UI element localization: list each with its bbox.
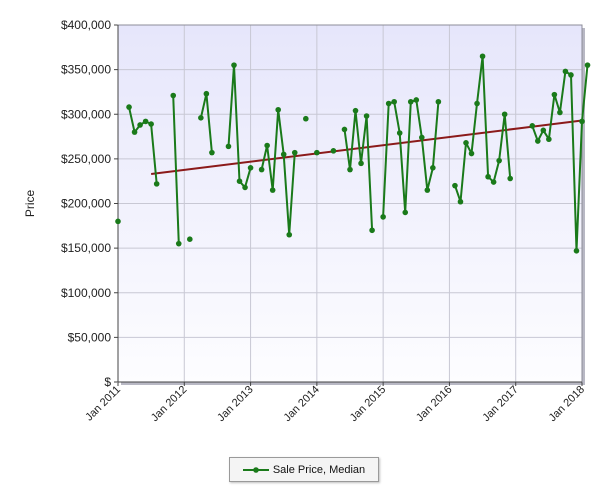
data-point — [463, 140, 469, 146]
data-point — [247, 165, 254, 171]
data-point — [557, 109, 563, 116]
data-point — [148, 121, 154, 127]
data-point — [209, 149, 215, 156]
data-point — [546, 136, 552, 143]
data-point — [187, 236, 193, 242]
y-tick-label: $150,000 — [61, 241, 111, 255]
data-point — [490, 179, 497, 185]
y-tick-label: $50,000 — [68, 330, 112, 344]
data-point — [402, 209, 409, 216]
data-point — [584, 62, 591, 68]
data-point — [485, 173, 491, 180]
data-point — [258, 166, 265, 173]
data-point — [347, 166, 353, 173]
data-point — [396, 130, 403, 136]
x-tick-label: Jan 2016 — [414, 384, 454, 424]
data-point — [385, 100, 392, 107]
data-point — [568, 72, 574, 78]
data-point — [468, 150, 475, 157]
data-point — [579, 118, 585, 125]
data-point — [131, 129, 138, 135]
data-point — [419, 134, 425, 141]
data-point — [286, 231, 293, 238]
y-tick-label: $400,000 — [61, 18, 111, 32]
data-point — [358, 160, 364, 167]
data-point — [507, 175, 513, 182]
data-point — [115, 218, 121, 225]
data-point — [153, 181, 160, 187]
data-point — [496, 157, 502, 164]
data-point — [452, 182, 458, 189]
data-point — [363, 113, 370, 119]
y-tick-label: $350,000 — [61, 63, 111, 77]
legend-swatch — [242, 466, 269, 473]
data-point — [231, 62, 237, 68]
data-point — [291, 149, 298, 156]
x-tick-label: Jan 2018 — [547, 384, 587, 424]
data-point — [457, 198, 464, 205]
data-point — [137, 122, 143, 128]
x-tick-label: Jan 2011 — [83, 384, 123, 424]
series-line — [343, 109, 374, 231]
data-point — [573, 248, 580, 254]
data-point — [280, 151, 287, 158]
data-point — [535, 138, 541, 144]
legend-label: Sale Price, Median — [272, 463, 366, 476]
data-point — [225, 143, 232, 150]
x-tick-label: Jan 2012 — [149, 384, 189, 424]
data-point — [314, 149, 320, 156]
x-tick-label: Jan 2017 — [480, 384, 520, 424]
y-tick-label: $300,000 — [61, 107, 111, 121]
data-point — [352, 107, 359, 114]
legend: Sale Price, Median — [229, 457, 379, 482]
data-point — [407, 98, 414, 105]
data-point — [303, 115, 309, 122]
data-point — [175, 240, 182, 247]
data-point — [562, 68, 569, 75]
data-point — [435, 98, 442, 105]
data-point — [341, 126, 348, 133]
data-point — [369, 227, 375, 234]
data-point — [479, 53, 486, 60]
data-point — [142, 118, 149, 125]
data-point — [236, 178, 243, 184]
trend-line — [151, 119, 583, 176]
data-point — [242, 184, 248, 191]
x-tick-label: Jan 2014 — [281, 384, 321, 424]
data-point — [269, 187, 276, 193]
y-tick-label: $200,000 — [61, 197, 111, 211]
series-line — [172, 95, 180, 244]
data-point — [391, 98, 397, 105]
data-point — [170, 92, 177, 99]
data-point — [430, 165, 436, 171]
data-point — [330, 148, 337, 154]
data-point — [126, 104, 132, 110]
data-point — [198, 115, 204, 121]
data-point — [275, 106, 281, 113]
data-point — [540, 127, 547, 134]
data-point — [529, 123, 536, 129]
data-point — [501, 111, 508, 118]
data-point — [551, 91, 558, 98]
x-tick-label: Jan 2015 — [348, 384, 388, 424]
y-axis-label: Price — [23, 190, 37, 218]
y-tick-label: $250,000 — [61, 152, 111, 166]
data-point — [413, 97, 420, 103]
x-tick-label: Jan 2013 — [215, 384, 255, 424]
data-point — [474, 100, 480, 107]
data-point — [203, 90, 210, 97]
series-line — [128, 106, 158, 184]
y-tick-label: $ — [104, 375, 111, 389]
y-tick-label: $100,000 — [61, 286, 111, 300]
data-point — [380, 214, 386, 220]
data-point — [424, 187, 431, 193]
data-point — [264, 142, 270, 149]
